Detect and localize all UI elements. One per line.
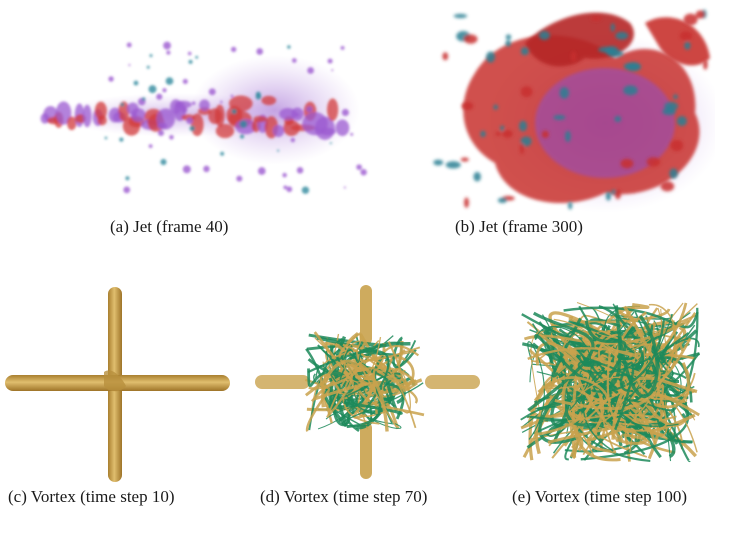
caption-c: (c) Vortex (time step 10): [8, 487, 175, 506]
caption-a: (a) Jet (frame 40): [110, 217, 229, 236]
vortex-t10-image: [5, 287, 230, 482]
vortex-t100-image: [520, 302, 700, 463]
figure-panel-d: [250, 282, 485, 482]
figure-panel-e: [500, 282, 725, 482]
jet-frame40-image: [40, 41, 367, 194]
vortex-t70-image: [255, 285, 480, 479]
figure-panel-c: [0, 282, 235, 482]
jet-frame300-image: [433, 9, 715, 213]
caption-d: (d) Vortex (time step 70): [260, 487, 428, 506]
caption-b: (b) Jet (frame 300): [455, 217, 583, 236]
caption-e: (e) Vortex (time step 100): [512, 487, 687, 506]
figure-panel-b: [415, 3, 715, 215]
figure-panel-a: [25, 30, 370, 200]
